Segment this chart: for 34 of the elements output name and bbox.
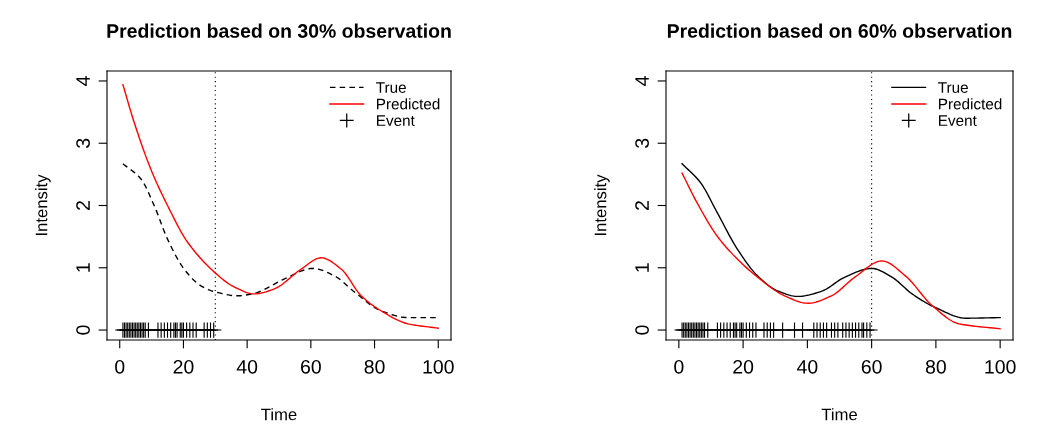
y-axis-title: Intensity	[594, 174, 610, 235]
y-tick-label: 3	[635, 138, 649, 148]
x-tick-label: 80	[364, 359, 385, 374]
y-tick-label: 2	[76, 201, 90, 210]
x-tick-label: 60	[301, 359, 321, 374]
legend-label: Event	[377, 115, 415, 126]
x-tick-label: 60	[861, 359, 882, 374]
y-tick-label: 3	[76, 138, 90, 148]
x-tick-label: 100	[423, 359, 454, 374]
x-axis-title: Time	[821, 408, 857, 421]
legend-label: Event	[939, 115, 977, 126]
x-tick-label: 80	[925, 359, 946, 374]
y-tick-label: 2	[635, 201, 649, 210]
chart-title: Prediction based on 60% observation	[667, 23, 1012, 38]
x-tick-label: 20	[733, 359, 754, 374]
y-tick-label: 1	[76, 263, 90, 272]
chart-title: Prediction based on 30% observation	[107, 23, 451, 38]
x-axis-title: Time	[261, 408, 297, 421]
y-tick-label: 0	[635, 325, 649, 335]
y-axis-title: Intensity	[35, 174, 51, 235]
legend-label: Predicted	[377, 98, 440, 110]
y-tick-label: 4	[76, 76, 90, 86]
x-tick-label: 40	[236, 359, 258, 374]
x-tick-label: 20	[173, 359, 194, 374]
y-tick-label: 1	[635, 263, 649, 272]
x-tick-label: 0	[674, 359, 684, 374]
legend-label: True	[938, 82, 968, 93]
legend-label: Predicted	[939, 98, 1002, 110]
x-tick-label: 40	[797, 359, 818, 374]
x-tick-label: 100	[985, 359, 1016, 374]
x-tick-label: 0	[115, 359, 125, 374]
y-tick-label: 0	[76, 325, 90, 335]
legend-label: True	[376, 82, 406, 93]
y-tick-label: 4	[635, 76, 649, 86]
